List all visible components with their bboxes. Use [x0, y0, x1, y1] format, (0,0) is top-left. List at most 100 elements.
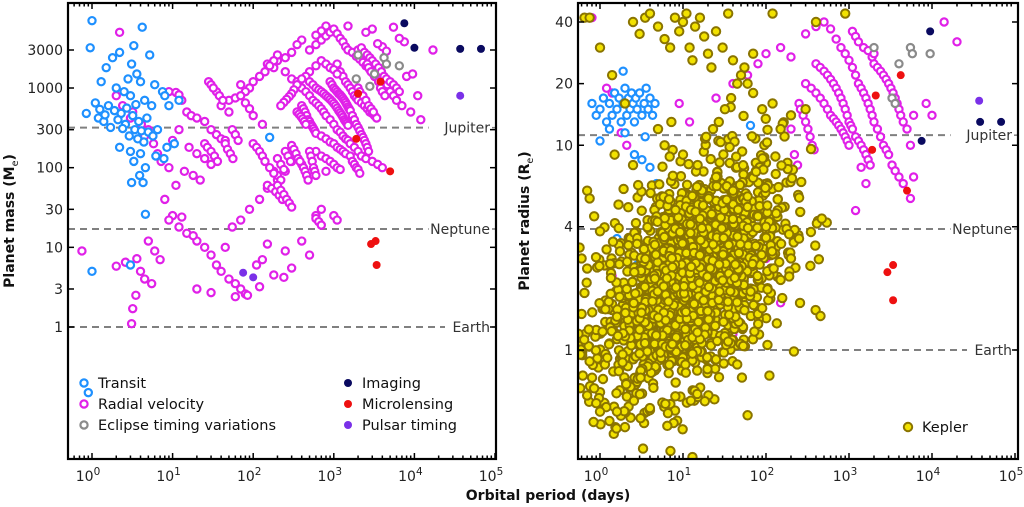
data-point-transit: [81, 108, 92, 119]
data-point-kepler: [648, 382, 659, 394]
data-point-radial_velocity: [921, 98, 931, 109]
data-point-radial_velocity: [244, 204, 255, 215]
data-point-radial_velocity: [195, 175, 205, 185]
data-point-radial_velocity: [286, 202, 297, 212]
data-point-kepler: [584, 356, 595, 367]
data-point-kepler: [752, 211, 764, 222]
data-point-radial_velocity: [372, 38, 383, 49]
data-point-radial_velocity: [428, 45, 438, 55]
data-point-transit: [647, 110, 658, 121]
data-point-transit: [139, 137, 149, 147]
data-point-pulsar_timing: [975, 96, 984, 105]
data-point-transit: [612, 104, 622, 114]
data-point-radial_velocity: [775, 42, 786, 53]
data-point-kepler: [667, 338, 678, 350]
data-point-kepler: [594, 42, 606, 53]
data-point-transit: [629, 149, 640, 160]
data-point-transit: [114, 47, 125, 58]
data-point-kepler: [689, 21, 701, 32]
data-point-radial_velocity: [128, 303, 138, 314]
reference-label-neptune: Neptune: [952, 222, 1012, 238]
data-point-kepler: [637, 443, 649, 454]
data-point-kepler: [653, 312, 664, 323]
data-point-transit: [618, 66, 628, 76]
legend: Transit Radial velocity Eclipse timing var…: [79, 376, 457, 434]
data-point-radial_velocity: [875, 132, 886, 142]
data-point-kepler: [747, 258, 758, 270]
data-point-radial_velocity: [674, 98, 684, 109]
data-point-kepler: [794, 297, 806, 309]
data-point-imaging: [976, 117, 985, 126]
plot-frame: [66, 1, 498, 461]
data-point-kepler: [627, 159, 639, 171]
data-point-kepler: [623, 202, 634, 213]
data-point-radial_velocity: [836, 42, 846, 53]
data-point-kepler: [662, 420, 673, 432]
data-point-kepler: [717, 249, 729, 260]
data-point-microlensing: [871, 91, 880, 100]
data-point-kepler: [738, 110, 749, 122]
data-point-kepler: [669, 12, 681, 23]
data-point-radial_velocity: [280, 67, 290, 77]
data-point-radial_velocity: [301, 119, 311, 130]
data-point-kepler: [737, 160, 749, 171]
data-point-kepler: [742, 191, 753, 202]
data-point-radial_velocity: [199, 153, 210, 164]
x-tick-label: 102: [750, 466, 775, 485]
data-point-imaging: [400, 19, 409, 28]
data-point-kepler: [702, 48, 714, 59]
data-point-kepler: [713, 371, 725, 383]
data-point-transit: [129, 156, 139, 167]
data-point-kepler: [766, 246, 778, 257]
data-point-radial_velocity: [135, 266, 146, 277]
data-point-radial_velocity: [280, 53, 290, 63]
data-point-radial_velocity: [212, 156, 223, 167]
data-point-transit: [140, 162, 151, 173]
legend: Kepler: [902, 420, 968, 436]
data-point-kepler: [692, 327, 703, 338]
data-point-kepler: [735, 238, 746, 250]
y-tick-label: 1: [54, 320, 63, 336]
legend-entry-eclipse-timing: Eclipse timing variations: [79, 418, 276, 434]
data-point-kepler: [729, 272, 740, 283]
data-point-kepler: [667, 170, 679, 181]
legend-label: Imaging: [362, 376, 421, 392]
data-point-eclipse_timing: [907, 49, 918, 59]
data-point-kepler: [594, 260, 605, 272]
data-point-radial_velocity: [257, 254, 268, 265]
data-point-kepler: [677, 424, 688, 435]
data-point-kepler: [647, 296, 658, 307]
legend-entry-imaging: Imaging: [344, 376, 421, 392]
data-point-transit: [100, 110, 110, 120]
data-point-kepler: [805, 226, 817, 238]
reference-label-jupiter: Jupiter: [443, 121, 490, 137]
data-point-kepler: [815, 310, 826, 322]
data-point-radial_velocity: [279, 164, 289, 175]
data-point-kepler: [706, 62, 717, 73]
data-point-kepler: [621, 256, 633, 267]
y-tick-label: 1: [564, 343, 573, 359]
data-point-kepler: [739, 62, 750, 73]
data-point-radial_velocity: [150, 246, 160, 256]
data-point-kepler: [674, 226, 686, 238]
data-point-transit: [745, 120, 756, 131]
data-point-kepler: [767, 8, 778, 19]
data-point-kepler: [703, 193, 714, 204]
y-tick-label: 20: [555, 77, 573, 93]
y-tick-label: 3: [54, 282, 63, 298]
data-point-kepler: [731, 297, 743, 308]
legend-entry-pulsar-timing: Pulsar timing: [344, 418, 457, 434]
data-point-kepler: [663, 194, 675, 205]
data-point-radial_velocity: [160, 194, 170, 205]
data-point-kepler: [630, 217, 642, 229]
data-point-kepler: [600, 304, 611, 315]
data-point-radial_velocity: [131, 290, 141, 300]
data-point-kepler: [664, 42, 676, 53]
data-point-kepler: [613, 366, 625, 377]
data-point-kepler: [621, 378, 632, 390]
data-point-kepler: [619, 421, 631, 433]
data-point-kepler: [614, 246, 626, 257]
data-point-eclipse_timing: [365, 81, 375, 92]
legend-marker: [79, 399, 89, 409]
data-point-kepler: [628, 395, 640, 406]
